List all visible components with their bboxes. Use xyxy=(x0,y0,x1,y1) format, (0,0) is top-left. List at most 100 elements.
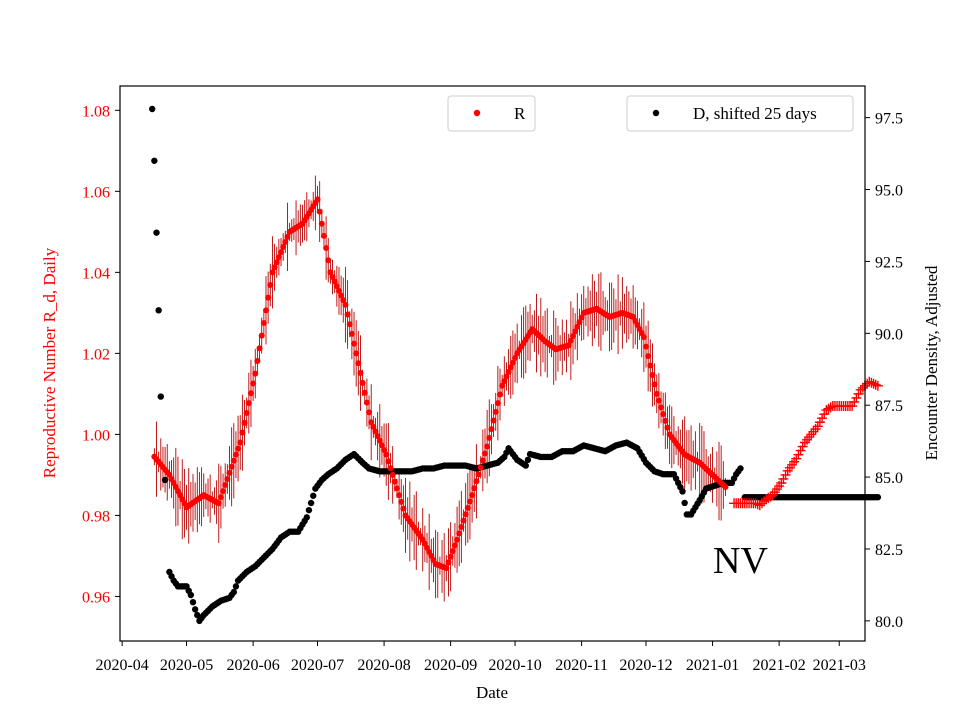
r-point xyxy=(252,370,259,377)
x-tick-label: 2020-08 xyxy=(357,657,410,674)
y-left-tick-label: 1.00 xyxy=(82,427,110,444)
r-point xyxy=(389,471,396,478)
r-point xyxy=(722,484,729,491)
r-projected-point xyxy=(814,417,825,428)
r-point xyxy=(458,523,465,530)
d-point xyxy=(681,499,688,507)
r-point xyxy=(443,565,450,572)
y-right-tick-label: 92.5 xyxy=(875,254,903,271)
r-point xyxy=(479,457,486,464)
r-point xyxy=(565,342,572,349)
r-projected-point xyxy=(795,445,806,456)
r-point xyxy=(237,439,244,446)
r-point xyxy=(262,307,269,314)
r-point xyxy=(385,458,392,465)
r-point xyxy=(576,319,583,326)
r-point xyxy=(640,334,647,341)
r-projected-point xyxy=(752,499,763,510)
y-right-tick-label: 85.0 xyxy=(875,470,903,487)
r-projected-point xyxy=(853,388,864,399)
r-point xyxy=(466,498,473,505)
r-projected-point xyxy=(776,478,787,489)
r-projected-point xyxy=(823,403,834,414)
r-point xyxy=(492,408,499,415)
r-point xyxy=(391,478,398,485)
y-axis-left-label: Reproductive Number R_d, Daily xyxy=(40,247,59,478)
r-point xyxy=(567,337,574,344)
y-axis-right: 80.0 82.5 85.0 87.5 90.0 92.5 95.0 97.5 xyxy=(865,111,903,631)
r-projected-point xyxy=(868,378,879,389)
r-point xyxy=(353,350,360,357)
r-point xyxy=(366,409,373,416)
legend-d-label: D, shifted 25 days xyxy=(693,104,817,123)
r-point xyxy=(393,485,400,492)
y-right-tick-label: 97.5 xyxy=(875,111,903,128)
r-point xyxy=(342,301,349,308)
r-point xyxy=(325,257,332,264)
r-point xyxy=(451,542,458,549)
r-point xyxy=(572,328,579,335)
r-point xyxy=(351,340,358,347)
d-point xyxy=(230,588,237,596)
r-point xyxy=(359,379,366,386)
r-point xyxy=(258,332,265,339)
r-point xyxy=(363,399,370,406)
d-point xyxy=(189,598,197,606)
r-point xyxy=(226,469,233,476)
x-tick-label: 2021-01 xyxy=(686,657,739,674)
r-projected-point xyxy=(812,421,823,432)
r-point xyxy=(475,471,482,478)
r-projected-point xyxy=(754,500,765,511)
r-projected-point xyxy=(802,434,813,445)
d-point xyxy=(161,476,169,484)
r-point xyxy=(376,437,383,444)
r-point xyxy=(396,492,403,499)
r-point xyxy=(228,463,235,470)
r-point xyxy=(494,400,501,407)
r-point xyxy=(314,196,321,203)
r-point xyxy=(501,378,508,385)
r-point xyxy=(497,391,504,398)
y-right-tick-label: 95.0 xyxy=(875,183,903,200)
r-point xyxy=(282,238,289,245)
r-point xyxy=(215,500,222,507)
r-point xyxy=(653,390,660,397)
r-point xyxy=(241,419,248,426)
r-point xyxy=(570,333,577,340)
state-label: NV xyxy=(713,540,768,582)
r-point xyxy=(260,319,267,326)
r-point xyxy=(662,417,669,424)
legend-r-marker xyxy=(473,109,481,117)
r-point xyxy=(338,292,345,299)
r-point xyxy=(445,559,452,566)
y-axis-right-label: Encounter Density, Adjusted xyxy=(922,265,941,460)
r-point xyxy=(481,450,488,457)
y-right-tick-label: 82.5 xyxy=(875,542,903,559)
r-projected-point xyxy=(851,392,862,403)
legend-r: R xyxy=(447,95,536,132)
r-point xyxy=(490,417,497,424)
r-point xyxy=(247,390,254,397)
errorbars-layer xyxy=(153,175,726,602)
r-projected-point xyxy=(810,423,821,434)
r-point xyxy=(370,423,377,430)
x-tick-label: 2021-02 xyxy=(752,657,805,674)
r-projected-point xyxy=(806,429,817,440)
x-tick-label: 2020-06 xyxy=(226,657,279,674)
r-projected-point xyxy=(872,380,883,391)
r-point xyxy=(265,294,272,301)
r-point xyxy=(335,287,342,294)
r-point xyxy=(361,389,368,396)
r-point xyxy=(509,359,516,366)
x-tick-label: 2020-11 xyxy=(555,657,608,674)
x-tick-label: 2020-12 xyxy=(619,657,672,674)
r-point xyxy=(243,409,250,416)
r-point xyxy=(245,400,252,407)
r-point xyxy=(660,411,667,418)
r-point xyxy=(374,433,381,440)
r-point xyxy=(278,249,285,256)
r-point xyxy=(316,208,323,215)
r-point xyxy=(471,485,478,492)
r-point xyxy=(344,311,351,318)
r-point xyxy=(318,220,325,227)
